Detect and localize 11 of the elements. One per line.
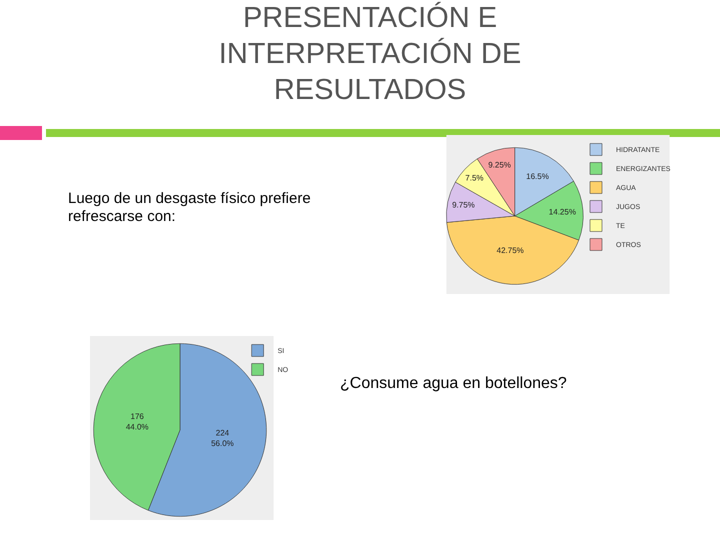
data-label: 14.25% xyxy=(548,207,576,216)
data-label: 9.25% xyxy=(488,160,511,170)
data-label: 16.5% xyxy=(526,172,549,181)
text: Luego de un desgaste físico prefiere refrescarse con: xyxy=(68,190,312,226)
data-label: 176 44.0% xyxy=(126,412,149,432)
text: ¿Consume agua en botellones? xyxy=(340,375,567,392)
data-label: 42.75% xyxy=(496,246,524,255)
chart-title: PRESENTACIÓN E INTERPRETACIÓN DE RESULTADOS xyxy=(218,0,522,108)
data-label: 9.75% xyxy=(452,200,475,210)
data-label: 224 56.0% xyxy=(211,428,234,448)
data-label: 7.5% xyxy=(465,174,484,183)
